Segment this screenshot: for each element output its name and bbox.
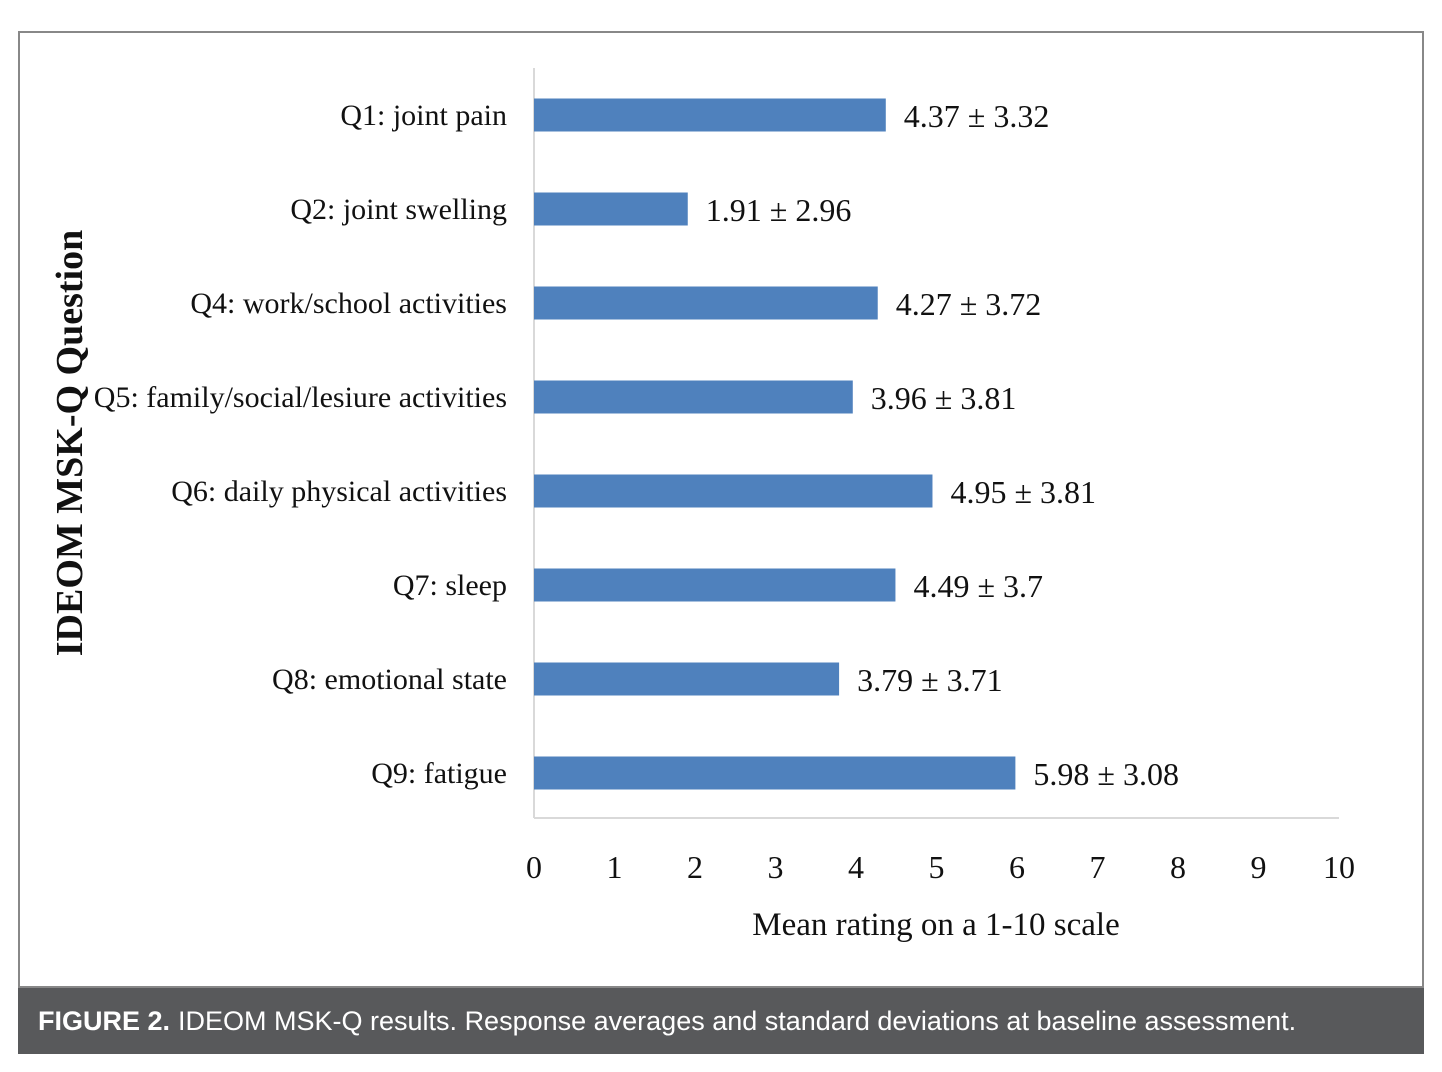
data-label: 1.91 ± 2.96 — [706, 192, 852, 228]
chart-labels: Q1: joint pain 4.37 ± 3.32 Q2: joint swell… — [94, 98, 1179, 792]
category-label: Q7: sleep — [393, 569, 507, 602]
category-label: Q5: family/social/lesiure activities — [94, 381, 507, 414]
data-label: 3.79 ± 3.71 — [857, 662, 1003, 698]
bar — [534, 98, 886, 132]
x-tick-label: 8 — [1170, 849, 1186, 885]
category-label: Q9: fatigue — [371, 757, 507, 790]
x-tick-label: 7 — [1090, 849, 1106, 885]
bar — [534, 568, 896, 602]
x-tick-label: 3 — [768, 849, 784, 885]
caption-label: FIGURE 2. — [38, 1005, 171, 1036]
x-tick-label: 6 — [1009, 849, 1025, 885]
x-tick-label: 0 — [526, 849, 542, 885]
data-label: 4.95 ± 3.81 — [950, 474, 1096, 510]
category-label: Q8: emotional state — [272, 663, 507, 696]
bar — [534, 474, 933, 508]
category-label: Q1: joint pain — [340, 99, 507, 132]
figure-frame — [18, 31, 1424, 988]
x-tick-label: 4 — [848, 849, 864, 885]
data-label: 4.27 ± 3.72 — [896, 286, 1042, 322]
bar — [534, 380, 853, 414]
x-tick-label: 10 — [1323, 849, 1355, 885]
data-label: 3.96 ± 3.81 — [871, 380, 1017, 416]
x-tick-label: 1 — [607, 849, 623, 885]
category-label: Q4: work/school activities — [190, 287, 507, 320]
bar — [534, 662, 840, 696]
x-axis-title: Mean rating on a 1-10 scale — [752, 907, 1119, 943]
figure-caption: FIGURE 2. IDEOM MSK-Q results. Response … — [18, 988, 1424, 1054]
data-label: 4.37 ± 3.32 — [904, 98, 1050, 134]
category-label: Q2: joint swelling — [290, 193, 507, 226]
data-label: 4.49 ± 3.7 — [913, 568, 1043, 604]
bar — [534, 286, 878, 320]
bar — [534, 756, 1016, 790]
bar — [534, 192, 688, 226]
chart-bars — [534, 98, 1016, 790]
caption-text: IDEOM MSK-Q results. Response averages a… — [178, 1005, 1297, 1036]
x-tick-label: 5 — [929, 849, 945, 885]
x-tick-label: 2 — [687, 849, 703, 885]
y-axis-title: IDEOM MSK-Q Question — [49, 230, 91, 656]
x-tick-label: 9 — [1251, 849, 1267, 885]
data-label: 5.98 ± 3.08 — [1033, 756, 1179, 792]
category-label: Q6: daily physical activities — [171, 475, 507, 508]
